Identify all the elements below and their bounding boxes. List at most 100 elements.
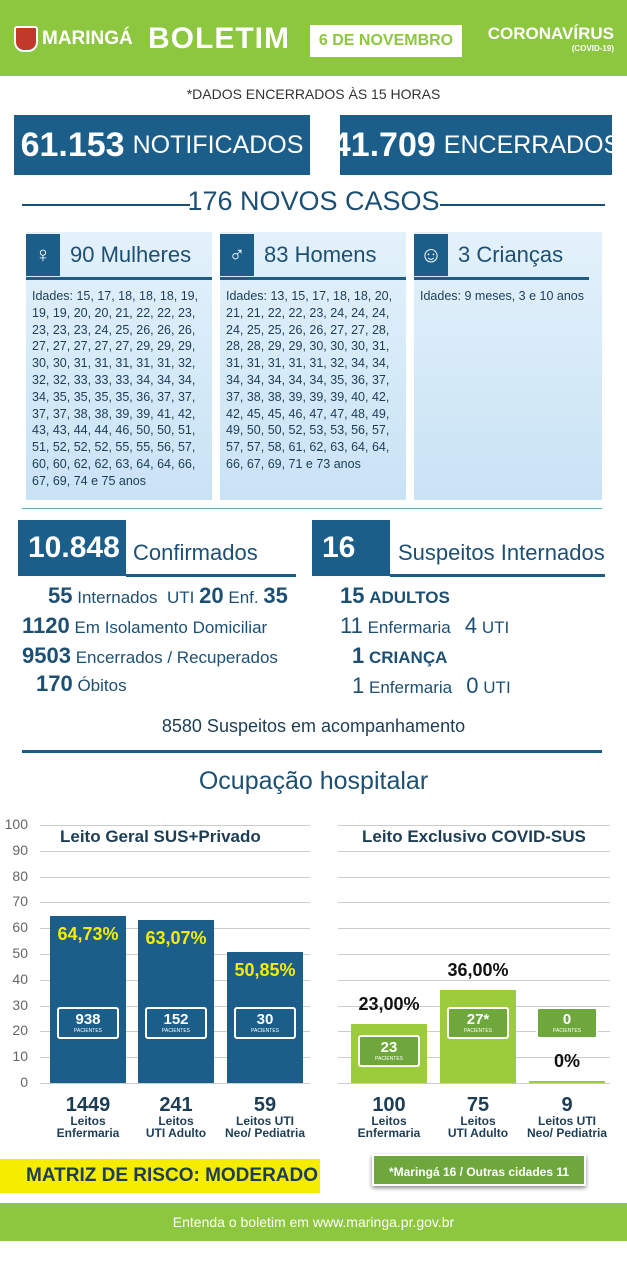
bar-value-label: 23,00% — [358, 993, 420, 1014]
gridline — [338, 1083, 610, 1084]
city-logo: MARINGÁ — [14, 26, 133, 52]
recovered-label: Encerrados / Recuperados — [75, 648, 278, 667]
notified-label: NOTIFICADOS — [132, 130, 304, 159]
patients-box: 23 PACIENTES — [358, 1035, 420, 1067]
children-title: 3 Crianças — [458, 241, 564, 267]
patients-value: 27* — [466, 1011, 490, 1028]
patients-value: 152 — [163, 1011, 189, 1028]
bar-value-label: 0% — [553, 1051, 580, 1071]
category-label: 1449 Leitos Enfermaria — [43, 1095, 133, 1139]
patients-value: 30 — [256, 1011, 274, 1028]
beds-value: 1449 — [65, 1094, 111, 1116]
patients-box: 0 PACIENTES — [536, 1007, 598, 1039]
child-beds-line: 1 Enfermaria 0 UTI — [352, 673, 511, 699]
group-label: Leito Geral SUS+Privado — [60, 827, 261, 846]
patients-label: PACIENTES — [375, 1056, 403, 1062]
confirmed-label: Confirmados — [133, 540, 258, 565]
patients-label: PACIENTES — [74, 1028, 102, 1034]
gridline — [338, 850, 610, 852]
header-bar: MARINGÁ BOLETIM 6 DE NOVEMBRO CORONAVÍRU… — [0, 0, 627, 76]
category-line: Enfermaria — [357, 1126, 421, 1140]
enf-label: Enf. — [228, 588, 259, 607]
patients-box: 152 PACIENTES — [145, 1007, 207, 1039]
child-enf-label: Enfermaria — [368, 678, 453, 697]
gridline — [40, 876, 310, 878]
child-enf-value: 1 — [352, 673, 365, 698]
adults-beds-line: 11 Enfermaria 4 UTI — [340, 613, 509, 639]
bar — [529, 1081, 605, 1083]
closed-value: 41.709 — [331, 125, 436, 164]
y-tick-label: 10 — [12, 1048, 28, 1065]
child-value: 1 — [352, 643, 365, 668]
bar-value-label: 64,73% — [57, 923, 119, 944]
category-line: Neo/ Pediatria — [224, 1126, 306, 1140]
beds-value: 100 — [372, 1094, 406, 1116]
child-uti-label: UTI — [483, 678, 511, 697]
gridline — [338, 928, 610, 930]
bulletin-title: BOLETIM — [148, 22, 290, 55]
city-crest-icon — [14, 26, 38, 52]
new-cases: 176 NOVOS CASOS — [187, 186, 440, 216]
deaths-line: 170 Óbitos — [36, 671, 127, 697]
bulletin-date: 6 DE NOVEMBRO — [310, 25, 462, 57]
adults-line: 15 ADULTOS — [340, 583, 450, 609]
gridline — [338, 979, 610, 981]
notified-box: 61.153 NOTIFICADOS — [14, 115, 310, 175]
y-tick-label: 60 — [12, 919, 28, 936]
gridline — [40, 1083, 310, 1084]
adults-uti-value: 4 — [464, 613, 478, 638]
confirmed-value: 10.848 — [18, 520, 126, 576]
uti-value: 20 — [199, 583, 224, 608]
adults-uti-label: UTI — [481, 618, 510, 637]
category-label: 75 Leitos UTI Adulto — [433, 1095, 523, 1139]
city-name: MARINGÁ — [42, 28, 133, 49]
gridline — [338, 825, 610, 826]
children-ages: Idades: 9 meses, 3 e 10 anos — [420, 289, 584, 303]
patients-value: 0 — [562, 1011, 572, 1028]
beds-value: 59 — [253, 1094, 277, 1116]
bar — [138, 920, 214, 1083]
category-label: 100 Leitos Enfermaria — [344, 1095, 434, 1139]
gridline — [338, 902, 610, 904]
monitoring: 8580 Suspeitos em acompanhamento — [161, 716, 466, 736]
category-line: Leitos — [70, 1114, 106, 1128]
topic-subtitle: (COVID-19) — [571, 44, 614, 53]
adults-label: ADULTOS — [369, 588, 450, 607]
isolation-value: 1120 — [22, 613, 70, 638]
topic: CORONAVÍRUS (COVID-19) — [472, 24, 614, 53]
hospitalized-value: 55 — [48, 583, 73, 608]
men-ages: Idades: 13, 15, 17, 18, 18, 20, 21, 21, … — [226, 289, 393, 471]
child-line: 1 CRIANÇA — [352, 643, 447, 669]
divider — [22, 204, 190, 206]
category-line: Leitos UTI — [235, 1114, 294, 1128]
patients-value: 938 — [75, 1011, 101, 1028]
risk-matrix: MATRIZ DE RISCO: MODERADO — [0, 1159, 320, 1193]
men-card: ♂ 83 Homens Idades: 13, 15, 17, 18, 18, 2… — [220, 232, 406, 500]
chart-title: Ocupação hospitalar — [198, 767, 429, 795]
isolation-line: 1120 Em Isolamento Domiciliar — [22, 613, 267, 639]
patients-label: PACIENTES — [251, 1028, 279, 1034]
y-tick-label: 80 — [12, 867, 28, 884]
patients-label: PACIENTES — [464, 1028, 492, 1034]
gridline — [338, 954, 610, 955]
category-line: Enfermaria — [56, 1126, 120, 1140]
hospitalized-line: 55 Internados UTI 20 Enf. 35 — [48, 583, 288, 609]
category-label: 241 Leitos UTI Adulto — [131, 1095, 221, 1139]
y-tick-label: 0 — [20, 1074, 28, 1090]
children-card: ☺ 3 Crianças Idades: 9 meses, 3 e 10 anos — [414, 232, 602, 500]
category-line: Leitos — [460, 1114, 496, 1128]
beds-value: 241 — [159, 1094, 193, 1116]
gridline — [40, 825, 310, 826]
deaths-value: 170 — [36, 671, 73, 696]
topic-title: CORONAVÍRUS — [487, 24, 614, 43]
y-tick-label: 30 — [12, 996, 28, 1013]
y-tick-label: 20 — [12, 1022, 28, 1039]
footer: Entenda o boletim em www.maringa.pr.gov.… — [0, 1203, 627, 1241]
recovered-line: 9503 Encerrados / Recuperados — [22, 643, 278, 669]
notified-value: 61.153 — [20, 125, 125, 164]
note: *Maringá 16 / Outras cidades 11 — [372, 1154, 586, 1186]
adults-enf-label: Enfermaria — [367, 618, 451, 637]
category-line: UTI Adulto — [447, 1126, 509, 1140]
isolation-label: Em Isolamento Domiciliar — [74, 618, 268, 637]
suspects-label: Suspeitos Internados — [398, 540, 605, 565]
